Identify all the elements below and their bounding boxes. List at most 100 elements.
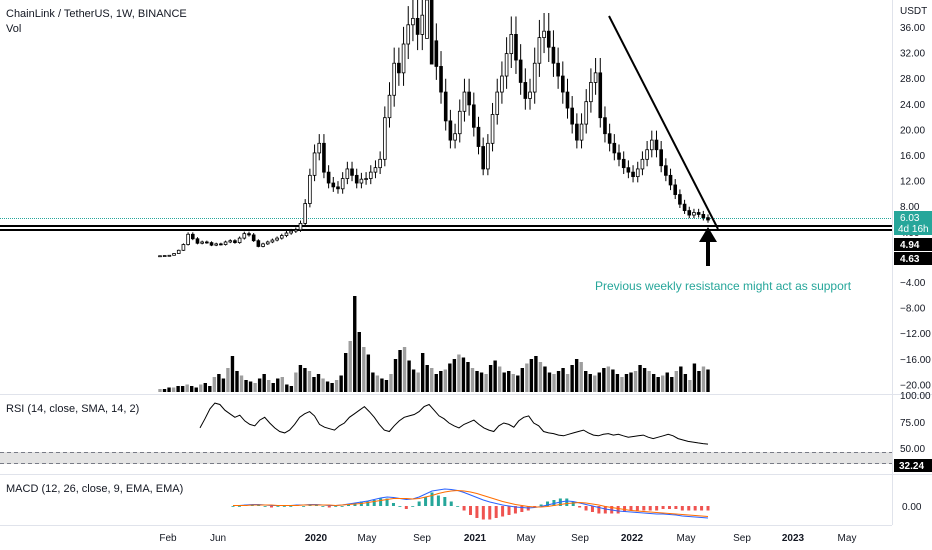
volume-bar [217,374,221,392]
candle-body [233,240,237,244]
candle-body [509,34,514,55]
macd-histogram-bar [347,504,351,506]
candle-body [668,174,673,186]
volume-bar [588,374,592,392]
volume-bar [593,375,597,392]
candle-body [298,222,303,231]
candle-body [514,34,518,61]
candle-body [678,194,682,205]
candle-body [275,237,279,241]
macd-histogram-bar [706,506,710,511]
volume-bar [497,366,502,392]
macd-histogram-bar [334,506,338,507]
macd-histogram-bar [475,506,479,518]
macd-histogram-bar [584,506,588,511]
macd-histogram-bar [603,506,607,514]
candle-body [542,30,546,39]
candle-body [261,243,265,247]
candle-body [279,235,284,239]
macd-histogram-bar [501,506,505,517]
current-price-badge: 6.03 4d 16h [894,211,932,235]
candle-body [331,182,336,188]
volume-bar [285,384,289,392]
candle-body [378,158,382,169]
volume-bar [366,354,371,392]
macd-histogram-bar [674,506,678,509]
macd-histogram-bar [456,506,460,507]
candle-body [504,53,509,77]
volume-bar [633,371,638,392]
time-tick-label: May [677,533,696,544]
volume-bar [529,359,534,392]
volume-bar [701,366,706,392]
macd-histogram-bar [379,498,383,506]
candle-body [251,234,256,242]
volume-bar [470,368,475,392]
volume-bar [706,369,710,392]
volume-bar [312,377,316,392]
volume-bar [538,362,543,392]
volume-bar [507,371,511,392]
candle-body [617,152,621,160]
candle-body [270,239,275,243]
macd-histogram-bar [590,506,594,512]
price-tick-label: 36.00 [900,23,925,34]
macd-histogram-bar [321,506,325,507]
volume-bar [398,350,402,392]
volume-bar [307,371,312,392]
volume-bar [402,347,407,392]
volume-bar [289,386,294,392]
price-tick-label: 28.00 [900,74,925,85]
candle-body [640,158,645,170]
candle-body [368,171,373,179]
volume-bar [185,384,189,392]
rsi-label[interactable]: RSI (14, close, SMA, 14, 2) [6,403,139,415]
candle-layer [158,0,710,258]
candle-body [551,46,556,64]
candle-body [565,91,570,109]
volume-bar [670,377,674,392]
time-tick-label: 2020 [305,533,328,544]
volume-bar [488,365,493,392]
rsi-axis[interactable]: 100.00 75.00 50.00 [900,391,931,455]
volume-bar [511,374,515,392]
volume-bar [547,372,552,392]
macd-histogram-bar [629,506,633,511]
candle-body [364,178,368,180]
trendline[interactable] [608,15,719,230]
macd-histogram-bar [237,506,241,507]
macd-axis[interactable]: 0.00 [902,502,922,513]
volume-bar [661,375,665,392]
candle-body [486,142,490,170]
time-axis[interactable]: Feb Jun 2020 May Sep 2021 May Sep 2022 May Sep 2023… [159,533,856,544]
candle-body [603,117,607,135]
macd-histogram-bar [289,506,293,507]
candle-body [209,242,214,246]
candle-body [476,126,481,147]
level-badge-upper: 4.94 [894,238,932,251]
candle-body [481,146,485,170]
candle-body [420,14,425,35]
volume-label[interactable]: Vol [6,23,21,35]
volume-bar [615,374,620,392]
candle-body [560,75,565,93]
price-axis[interactable]: 36.00 32.00 28.00 24.00 20.00 16.00 12.00 8.00 4… [900,23,931,391]
volume-bar [176,386,180,392]
candle-body [350,168,354,176]
price-tick-label: 16.00 [900,151,925,162]
candle-body [635,168,640,178]
macd-label[interactable]: MACD (12, 26, close, 9, EMA, EMA) [6,483,183,495]
candle-body [256,240,261,247]
volume-bar [638,365,642,392]
candle-body [167,254,172,257]
candle-body [219,243,223,246]
candle-body [706,217,710,221]
volume-bar [461,357,466,392]
price-tick-label: 8.00 [900,202,920,213]
volume-bar [257,378,262,392]
macd-histogram-bar [231,506,235,507]
price-tick-label: 32.00 [900,49,925,60]
volume-bar [348,341,352,392]
symbol-title[interactable]: ChainLink / TetherUS, 1W, BINANCE [6,8,187,20]
